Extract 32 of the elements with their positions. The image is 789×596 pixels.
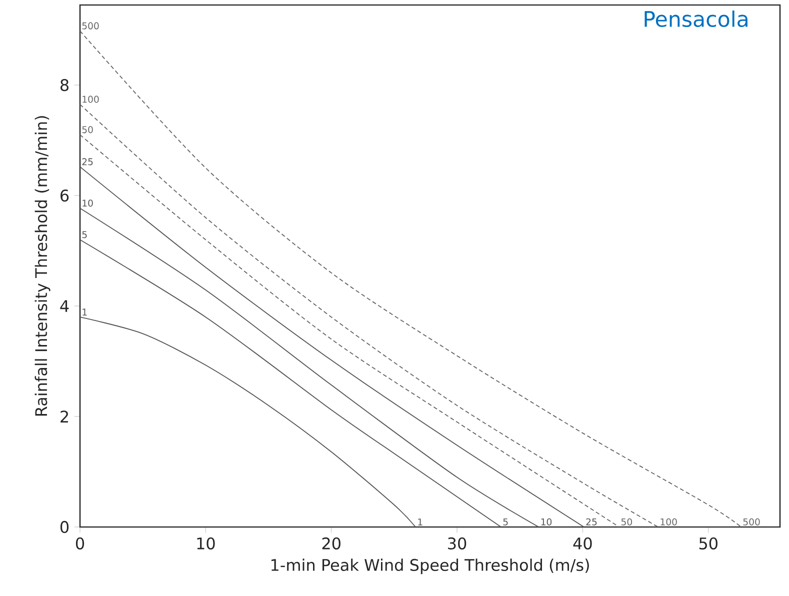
line-series xyxy=(80,239,502,527)
x-tick-label: 50 xyxy=(699,537,718,550)
y-axis-title: Rainfall Intensity Threshold (mm/min) xyxy=(34,116,50,416)
y-tick-label: 8 xyxy=(60,79,69,92)
text: 100 xyxy=(660,518,677,526)
series-label: 500 xyxy=(82,22,99,30)
text: 25 xyxy=(586,518,597,526)
text: 500 xyxy=(743,518,760,526)
text: 10 xyxy=(541,518,552,526)
series-label: 25 xyxy=(82,158,93,166)
text: 50 xyxy=(621,518,632,526)
line-series xyxy=(80,30,742,527)
line-series xyxy=(80,208,540,527)
x-tick-label: 20 xyxy=(322,537,340,550)
x-tick-label: 30 xyxy=(448,537,466,550)
x-tick-label: 0 xyxy=(76,537,84,550)
text: 1 xyxy=(418,518,422,526)
series-label: 1 xyxy=(82,308,87,316)
y-tick-label: 0 xyxy=(60,520,69,534)
series-label: 50 xyxy=(82,126,93,134)
text: 5 xyxy=(503,518,508,526)
x-tick-label: 40 xyxy=(573,537,592,550)
chart-title: Pensacola xyxy=(644,10,748,28)
x-tick-label: 10 xyxy=(197,537,215,550)
x-axis-title: 1-min Peak Wind Speed Threshold (m/s) xyxy=(271,558,589,574)
series-label: 100 xyxy=(82,96,99,103)
line-series xyxy=(80,316,416,527)
series-label: 10 xyxy=(82,200,93,207)
y-tick-label: 4 xyxy=(60,300,69,312)
series-label: 5 xyxy=(82,231,87,238)
y-tick-label: 2 xyxy=(60,410,68,422)
y-tick-label: 6 xyxy=(60,190,69,202)
